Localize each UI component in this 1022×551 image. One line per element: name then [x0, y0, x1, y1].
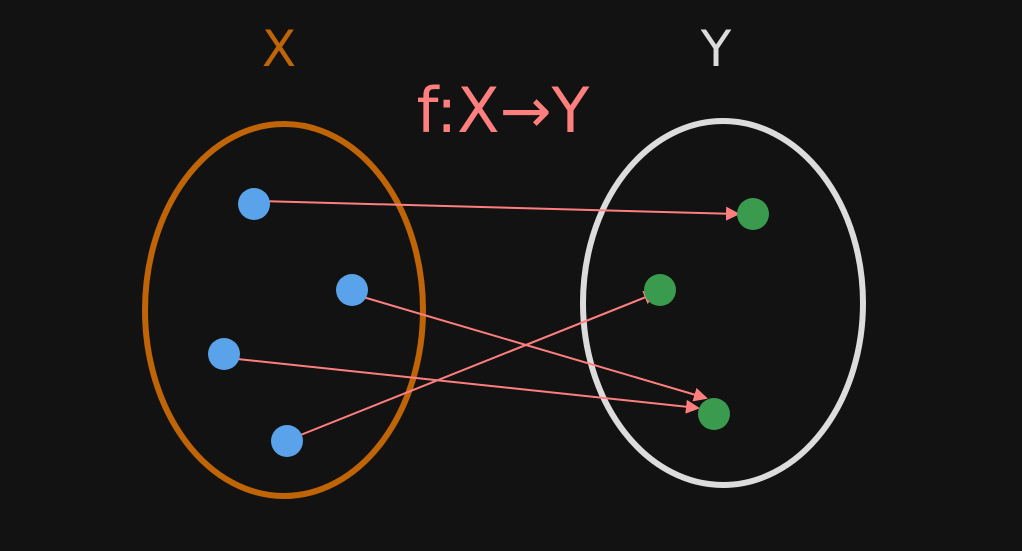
domain-set-label: X — [262, 20, 296, 78]
mapping-arrow-x4-y2 — [287, 290, 658, 441]
mapping-arrows — [227, 200, 740, 441]
mapping-arrow-x2-y3 — [362, 296, 708, 402]
function-label: f:X→Y — [417, 74, 590, 147]
domain-point-x3 — [208, 338, 240, 370]
codomain-point-y3 — [698, 398, 730, 430]
domain-point-x1 — [238, 188, 270, 220]
domain-point-x2 — [336, 274, 368, 306]
mapping-arrow-x1-y1 — [258, 200, 740, 221]
mapping-arrow-x3-y3 — [227, 357, 700, 414]
codomain-points — [644, 198, 769, 430]
domain-points — [208, 188, 368, 457]
domain-point-x4 — [271, 425, 303, 457]
codomain-set-label: Y — [700, 20, 732, 78]
codomain-point-y2 — [644, 274, 676, 306]
domain-set-ellipse — [142, 121, 426, 499]
codomain-point-y1 — [737, 198, 769, 230]
codomain-set-ellipse — [580, 118, 866, 488]
